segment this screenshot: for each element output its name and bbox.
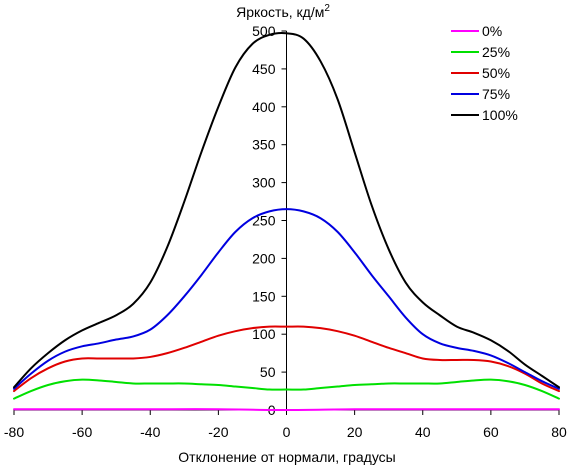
series-line-4 [13, 31, 560, 389]
axes: -80 -60 -40 -20 0 20 40 60 800501001502002503003… [4, 23, 567, 440]
legend-label-2: 50% [482, 65, 510, 81]
y-tick-label: 150 [252, 288, 276, 304]
series-line-3 [13, 208, 560, 390]
y-tick-label: 200 [252, 250, 276, 266]
series-line-2 [13, 325, 560, 393]
y-tick-label: 400 [252, 99, 276, 115]
x-tick-label: 80 [551, 424, 567, 440]
series-line-1 [13, 378, 560, 400]
y-tick-label: 100 [252, 326, 276, 342]
x-tick-label: -40 [140, 424, 160, 440]
legend-label-1: 25% [482, 44, 510, 60]
x-tick-label: 0 [283, 424, 291, 440]
y-tick-label: 350 [252, 137, 276, 153]
x-tick-label: 60 [483, 424, 499, 440]
legend: 0% 25% 50% 75% 100% [451, 23, 518, 123]
y-axis-title-sup: 2 [324, 3, 330, 14]
y-tick-label: 300 [252, 175, 276, 191]
x-tick-label: 40 [415, 424, 431, 440]
y-tick-label: 250 [252, 213, 276, 229]
y-tick-label: 50 [260, 364, 276, 380]
x-tick-label: -60 [72, 424, 92, 440]
y-axis-title: Яркость, кд/м2 [236, 3, 330, 20]
x-tick-label: 20 [347, 424, 363, 440]
x-tick-label: -80 [4, 424, 24, 440]
y-axis-title-text: Яркость, кд/м [236, 4, 324, 20]
x-tick-label: -20 [208, 424, 228, 440]
legend-label-3: 75% [482, 86, 510, 102]
series-line-0 [13, 408, 560, 411]
legend-label-4: 100% [482, 107, 518, 123]
legend-label-0: 0% [482, 23, 502, 39]
y-tick-label: 450 [252, 61, 276, 77]
series-lines [13, 31, 560, 411]
x-axis-title: Отклонение от нормали, градусы [178, 449, 395, 465]
